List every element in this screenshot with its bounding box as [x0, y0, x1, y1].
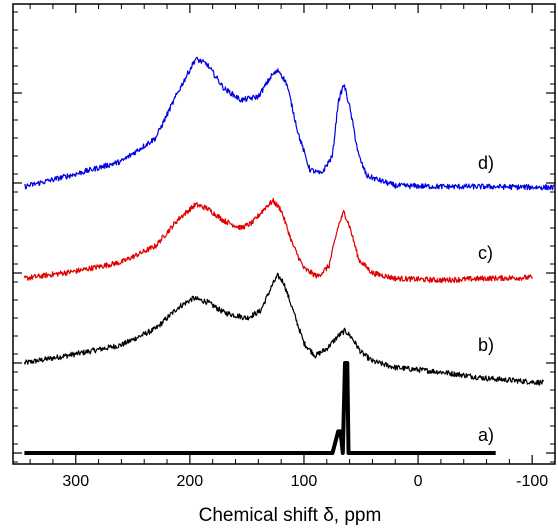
series-line-2	[23, 272, 545, 386]
plot-frame	[12, 3, 556, 465]
x-tick-label: -100	[516, 473, 548, 490]
series-label: d)	[478, 153, 494, 173]
series-line-3	[23, 197, 533, 284]
series-label: a)	[478, 425, 494, 445]
series-label: c)	[478, 243, 493, 263]
x-tick-label: 0	[414, 473, 423, 490]
x-tick-label: 300	[62, 473, 89, 490]
x-tick-label: 200	[177, 473, 204, 490]
series-labels: a) b) c) d)	[478, 153, 494, 445]
x-tick-label: 100	[291, 473, 318, 490]
axes: 300 200 100 0 -100	[13, 4, 556, 490]
series-line-4	[24, 56, 556, 191]
series-label: b)	[478, 335, 494, 355]
series-line-1	[24, 361, 496, 455]
series-group	[23, 56, 556, 455]
x-axis-title: Chemical shift δ, ppm	[199, 505, 382, 526]
